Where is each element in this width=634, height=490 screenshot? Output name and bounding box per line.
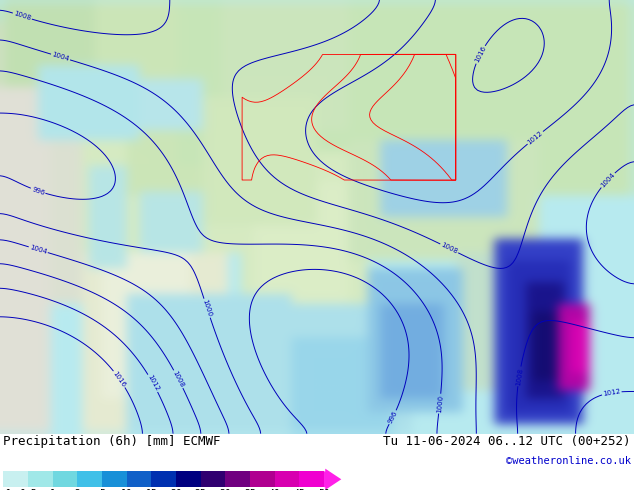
Text: 996: 996 [387,410,398,425]
Text: 1: 1 [49,489,55,490]
Text: 2: 2 [74,489,80,490]
Bar [127,471,152,487]
Text: 1000: 1000 [202,299,213,318]
Text: 30: 30 [219,489,231,490]
Text: 1016: 1016 [112,370,127,388]
Text: 1012: 1012 [526,130,544,146]
Text: 25: 25 [195,489,207,490]
Bar [3,471,28,487]
Text: 1016: 1016 [474,45,487,64]
Text: 1012: 1012 [146,374,160,392]
Text: 1000: 1000 [436,394,444,413]
Text: ©weatheronline.co.uk: ©weatheronline.co.uk [506,456,631,466]
FancyArrow shape [324,468,341,490]
Text: 50: 50 [318,489,330,490]
Bar [250,471,275,487]
Bar [299,471,324,487]
Bar [77,471,102,487]
Text: 45: 45 [294,489,305,490]
Bar [275,471,299,487]
Text: Precipitation (6h) [mm] ECMWF: Precipitation (6h) [mm] ECMWF [3,435,221,448]
Text: 1008: 1008 [440,242,458,255]
Text: 35: 35 [244,489,256,490]
Text: Tu 11-06-2024 06..12 UTC (00+252): Tu 11-06-2024 06..12 UTC (00+252) [384,435,631,448]
Text: 15: 15 [145,489,157,490]
Text: 40: 40 [269,489,280,490]
Bar [176,471,200,487]
Text: 1008: 1008 [13,11,32,22]
Text: 0.5: 0.5 [19,489,37,490]
Text: 1004: 1004 [51,51,70,62]
Bar [28,471,53,487]
Bar [225,471,250,487]
Text: 10: 10 [120,489,133,490]
Text: 1008: 1008 [172,370,185,389]
Text: 1012: 1012 [602,389,621,397]
Text: 0.1: 0.1 [0,489,12,490]
Text: 996: 996 [30,186,46,196]
Bar [53,471,77,487]
Bar [152,471,176,487]
Text: 20: 20 [170,489,182,490]
Text: 1004: 1004 [29,245,48,255]
Text: 1008: 1008 [515,367,524,386]
Text: 5: 5 [99,489,105,490]
Text: 1004: 1004 [600,172,616,189]
Bar [102,471,127,487]
Bar [200,471,225,487]
